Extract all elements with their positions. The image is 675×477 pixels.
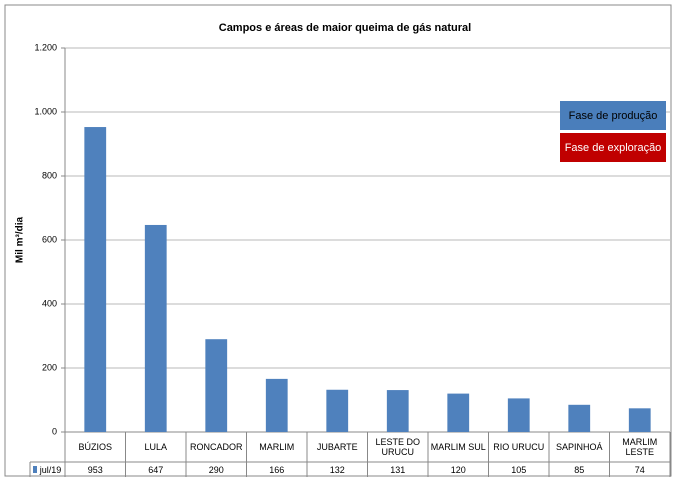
legend-key [33,466,37,473]
data-table-value: 290 [208,464,224,475]
legend-box [560,101,666,130]
bar [447,393,470,432]
y-tick-label: 1.200 [34,42,57,52]
y-tick-label: 0 [52,426,57,436]
data-table-value-box: 290 [208,464,224,475]
x-tick-label-box: RIO URUCU [493,442,545,452]
data-table-value-box: 131 [390,464,406,475]
data-table-value-box: 132 [329,464,345,475]
data-table-value-box: 74 [634,464,645,475]
data-table-value: 647 [148,464,164,475]
x-tick-label-box: MARLIM [259,442,295,452]
y-tick-label: 1.000 [34,106,57,116]
x-tick-label: SAPINHOÁ [555,442,603,452]
legend-label-box: Fase de produção [568,109,658,122]
series-name: jul/19 [39,464,62,475]
x-tick-label-box: LESTE DO URUCU [375,437,420,457]
y-tick-label: 200 [42,362,57,372]
x-tick-label: BÚZIOS [78,442,112,452]
data-table-value: 85 [574,464,585,475]
x-tick-label-box: SAPINHOÁ [555,442,603,452]
x-tick-label: MARLIM [259,442,295,452]
x-tick-label: RIO URUCU [493,442,545,452]
legend-label-box: Fase de exploração [564,141,662,154]
y-tick-label: 400 [42,298,57,308]
x-tick-label: JUBARTE [316,442,358,452]
x-tick-label-box: LULA [144,442,167,452]
legend-label: Fase de exploração [564,141,662,154]
x-tick-label-box: MARLIM SUL [430,442,486,452]
x-tick-label: MARLIM SUL [430,442,486,452]
chart-title: Campos e áreas de maior queima de gás na… [219,22,471,34]
series-name-box: jul/19 [39,464,62,475]
x-tick-label: LESTE DO URUCU [375,437,420,457]
x-tick-label-box: JUBARTE [316,442,358,452]
data-table-value-box: 647 [148,464,164,475]
bar [265,378,288,432]
y-axis-label: Mil m³/dia [15,217,26,264]
x-tick-label: RONCADOR [189,442,243,452]
data-table-value-box: 166 [269,464,285,475]
data-table-value: 74 [634,464,645,475]
data-table-value: 132 [329,464,345,475]
data-table-value: 120 [450,464,466,475]
data-table-value: 953 [87,464,103,475]
bar [205,339,228,432]
legend-box [560,133,666,162]
data-table-value: 131 [390,464,406,475]
y-tick-label: 800 [42,170,57,180]
x-tick-label-box: BÚZIOS [78,442,112,452]
bar [568,404,591,432]
x-tick-label-box: MARLIM LESTE [622,437,658,457]
bar [84,127,107,432]
data-table-value-box: 85 [574,464,585,475]
x-tick-label-box: RONCADOR [189,442,243,452]
data-table-value-box: 105 [511,464,527,475]
data-table-value-box: 120 [450,464,466,475]
data-table-value: 166 [269,464,285,475]
data-table-value-box: 953 [87,464,103,475]
bar [386,390,409,432]
bar [507,398,530,432]
x-tick-label: LULA [144,442,167,452]
bar [628,408,651,432]
y-tick-label: 600 [42,234,57,244]
data-table-value: 105 [511,464,527,475]
x-tick-label: MARLIM LESTE [622,437,658,457]
legend-label: Fase de produção [568,109,658,122]
bar [144,224,167,432]
bar [326,389,349,432]
